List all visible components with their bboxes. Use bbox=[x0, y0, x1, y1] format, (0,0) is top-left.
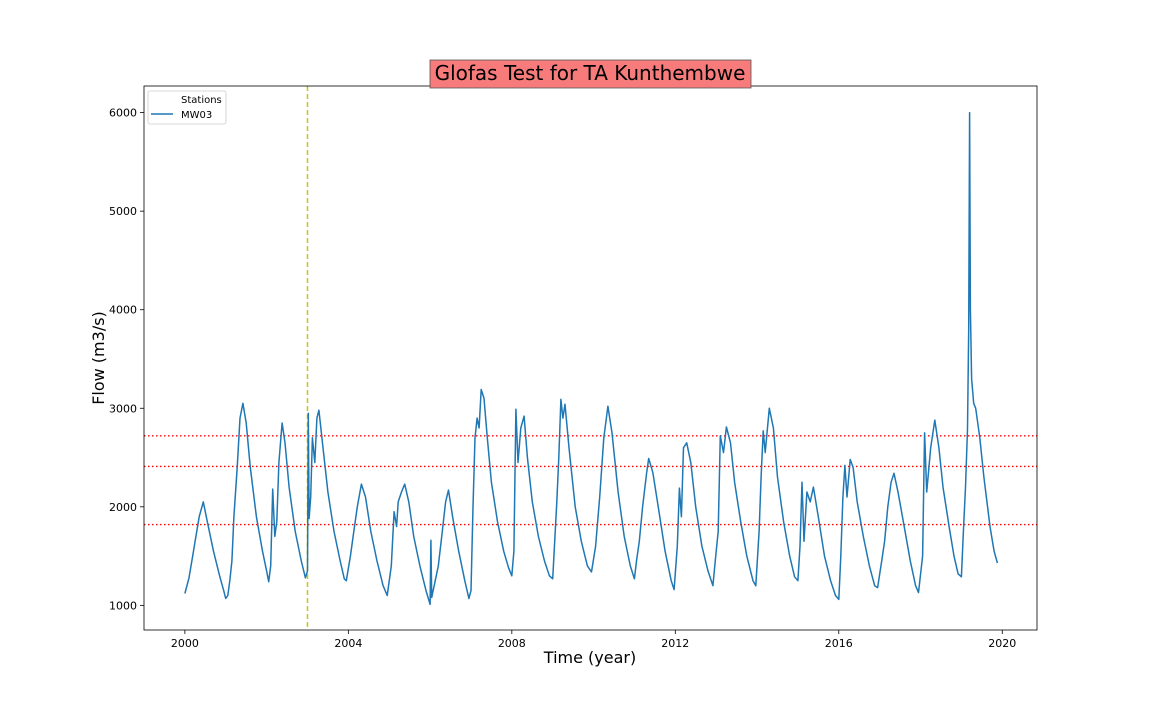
legend-box bbox=[147, 90, 227, 125]
y-axis-label: Flow (m3/s) bbox=[89, 311, 108, 405]
chart-title: Glofas Test for TA Kunthembwe bbox=[435, 61, 746, 85]
y-tick-label: 5000 bbox=[109, 205, 137, 218]
x-axis-ticks: 2000 2004 2008 2012 2016 2020 bbox=[171, 630, 1016, 650]
title-background bbox=[429, 59, 752, 89]
legend-title: Stations bbox=[181, 95, 222, 106]
x-tick-label: 2004 bbox=[334, 637, 362, 650]
x-tick-label: 2012 bbox=[661, 637, 689, 650]
plot-area bbox=[144, 86, 1037, 630]
y-tick-label: 2000 bbox=[109, 501, 137, 514]
x-tick-label: 2008 bbox=[498, 637, 526, 650]
y-tick-label: 4000 bbox=[109, 304, 137, 317]
x-tick-label: 2016 bbox=[825, 637, 853, 650]
y-tick-label: 3000 bbox=[109, 402, 137, 415]
legend: Stations MW03 bbox=[147, 90, 227, 125]
series-line-mw03 bbox=[184, 111, 999, 606]
threshold-lines bbox=[144, 435, 1037, 526]
y-axis-ticks: 1000 2000 3000 4000 5000 6000 bbox=[109, 107, 144, 612]
legend-entry-mw03: MW03 bbox=[181, 110, 212, 121]
x-tick-label: 2000 bbox=[171, 637, 199, 650]
y-tick-label: 1000 bbox=[109, 599, 137, 612]
x-tick-label: 2020 bbox=[988, 637, 1016, 650]
x-axis-label: Time (year) bbox=[543, 648, 636, 667]
y-tick-label: 6000 bbox=[109, 107, 137, 120]
